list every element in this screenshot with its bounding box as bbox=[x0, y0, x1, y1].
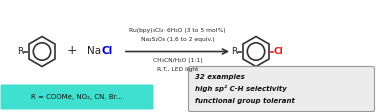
Text: R: R bbox=[17, 47, 23, 56]
FancyBboxPatch shape bbox=[0, 84, 153, 110]
Text: Cl: Cl bbox=[273, 47, 283, 56]
Text: CH₃CN/H₂O (1:1): CH₃CN/H₂O (1:1) bbox=[153, 58, 202, 63]
Text: R.T., LED light: R.T., LED light bbox=[157, 67, 198, 72]
Text: Na₂S₂O₈ (1.6 to 2 equiv.): Na₂S₂O₈ (1.6 to 2 equiv.) bbox=[141, 37, 214, 42]
Text: Cl: Cl bbox=[101, 45, 112, 56]
Text: functional group tolerant: functional group tolerant bbox=[195, 98, 295, 104]
Text: Na: Na bbox=[87, 45, 101, 56]
Text: high sp² C-H selectivity: high sp² C-H selectivity bbox=[195, 84, 287, 92]
Text: Ru(bpy)₃Cl₂· 6H₂O (3 to 5 mol%): Ru(bpy)₃Cl₂· 6H₂O (3 to 5 mol%) bbox=[129, 28, 226, 33]
Text: R = COOMe, NO₂, CN, Br...: R = COOMe, NO₂, CN, Br... bbox=[31, 94, 123, 100]
Text: R: R bbox=[231, 47, 237, 56]
Text: 32 examples: 32 examples bbox=[195, 74, 245, 80]
FancyBboxPatch shape bbox=[189, 67, 375, 112]
Text: +: + bbox=[67, 44, 77, 57]
